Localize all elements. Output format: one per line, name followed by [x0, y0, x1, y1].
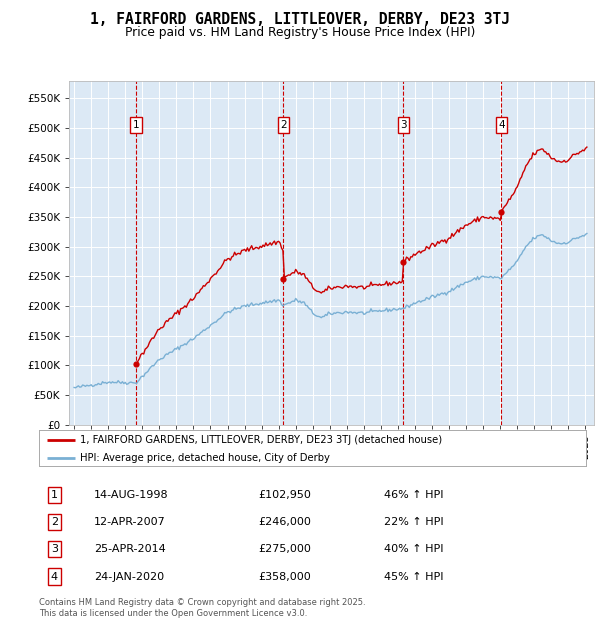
- Text: 25-APR-2014: 25-APR-2014: [94, 544, 166, 554]
- Text: 22% ↑ HPI: 22% ↑ HPI: [384, 517, 443, 527]
- Text: 12-APR-2007: 12-APR-2007: [94, 517, 166, 527]
- Text: 24-JAN-2020: 24-JAN-2020: [94, 572, 164, 582]
- Text: 1: 1: [133, 120, 139, 130]
- Text: 46% ↑ HPI: 46% ↑ HPI: [384, 490, 443, 500]
- Text: 40% ↑ HPI: 40% ↑ HPI: [384, 544, 443, 554]
- Text: Price paid vs. HM Land Registry's House Price Index (HPI): Price paid vs. HM Land Registry's House …: [125, 26, 475, 39]
- Text: 3: 3: [400, 120, 407, 130]
- Text: 14-AUG-1998: 14-AUG-1998: [94, 490, 169, 500]
- Text: 2: 2: [280, 120, 287, 130]
- Text: £358,000: £358,000: [258, 572, 311, 582]
- Text: 4: 4: [498, 120, 505, 130]
- Text: £102,950: £102,950: [258, 490, 311, 500]
- Text: 2: 2: [51, 517, 58, 527]
- Text: 1, FAIRFORD GARDENS, LITTLEOVER, DERBY, DE23 3TJ: 1, FAIRFORD GARDENS, LITTLEOVER, DERBY, …: [90, 12, 510, 27]
- Text: HPI: Average price, detached house, City of Derby: HPI: Average price, detached house, City…: [80, 453, 330, 463]
- Text: £246,000: £246,000: [258, 517, 311, 527]
- Text: £275,000: £275,000: [258, 544, 311, 554]
- Text: 1: 1: [51, 490, 58, 500]
- Text: Contains HM Land Registry data © Crown copyright and database right 2025.
This d: Contains HM Land Registry data © Crown c…: [39, 598, 365, 618]
- Text: 1, FAIRFORD GARDENS, LITTLEOVER, DERBY, DE23 3TJ (detached house): 1, FAIRFORD GARDENS, LITTLEOVER, DERBY, …: [80, 435, 442, 445]
- Text: 4: 4: [51, 572, 58, 582]
- Text: 3: 3: [51, 544, 58, 554]
- Text: 45% ↑ HPI: 45% ↑ HPI: [384, 572, 443, 582]
